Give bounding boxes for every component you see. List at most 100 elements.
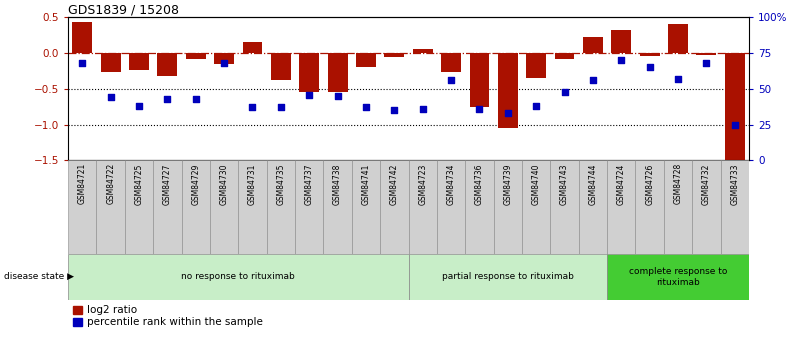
Text: GSM84738: GSM84738 bbox=[333, 163, 342, 205]
Text: GSM84727: GSM84727 bbox=[163, 163, 172, 205]
Point bbox=[728, 122, 741, 127]
Text: partial response to rituximab: partial response to rituximab bbox=[442, 272, 574, 282]
Point bbox=[275, 105, 288, 110]
Bar bbox=[725, 53, 745, 160]
Bar bbox=[300, 53, 319, 92]
Bar bbox=[550, 160, 578, 254]
Point bbox=[189, 96, 202, 102]
Bar bbox=[526, 53, 546, 78]
Text: GSM84721: GSM84721 bbox=[78, 163, 87, 205]
Bar bbox=[409, 160, 437, 254]
Bar bbox=[182, 160, 210, 254]
Bar bbox=[210, 160, 239, 254]
Point bbox=[246, 105, 259, 110]
Text: GSM84743: GSM84743 bbox=[560, 163, 569, 205]
Text: GSM84728: GSM84728 bbox=[674, 163, 682, 205]
Text: GSM84732: GSM84732 bbox=[702, 163, 710, 205]
Point bbox=[417, 106, 429, 112]
Bar bbox=[153, 160, 182, 254]
Text: disease state ▶: disease state ▶ bbox=[4, 272, 74, 282]
Text: GSM84744: GSM84744 bbox=[589, 163, 598, 205]
Point bbox=[161, 96, 174, 102]
Bar bbox=[692, 160, 721, 254]
Bar bbox=[68, 254, 409, 300]
Bar bbox=[380, 160, 409, 254]
Point bbox=[558, 89, 571, 95]
Bar bbox=[578, 160, 607, 254]
Bar bbox=[611, 30, 631, 53]
Bar bbox=[409, 254, 607, 300]
Bar bbox=[493, 160, 522, 254]
Text: GSM84729: GSM84729 bbox=[191, 163, 200, 205]
Text: no response to rituximab: no response to rituximab bbox=[181, 272, 296, 282]
Point bbox=[331, 93, 344, 99]
Text: GSM84726: GSM84726 bbox=[645, 163, 654, 205]
Point bbox=[529, 103, 542, 109]
Bar bbox=[384, 53, 405, 57]
Bar bbox=[356, 53, 376, 67]
Bar bbox=[696, 53, 716, 55]
Text: GSM84734: GSM84734 bbox=[447, 163, 456, 205]
Bar bbox=[465, 160, 493, 254]
Bar bbox=[125, 160, 153, 254]
Bar bbox=[295, 160, 324, 254]
Bar bbox=[267, 160, 295, 254]
Text: GSM84731: GSM84731 bbox=[248, 163, 257, 205]
Text: GSM84740: GSM84740 bbox=[532, 163, 541, 205]
Bar bbox=[607, 160, 635, 254]
Bar bbox=[522, 160, 550, 254]
Point bbox=[388, 108, 400, 113]
Point bbox=[586, 78, 599, 83]
Text: GSM84722: GSM84722 bbox=[107, 163, 115, 205]
Bar bbox=[413, 49, 433, 53]
Point bbox=[615, 57, 628, 63]
Point bbox=[501, 110, 514, 116]
Text: GSM84742: GSM84742 bbox=[390, 163, 399, 205]
Point bbox=[671, 76, 684, 81]
Bar bbox=[721, 160, 749, 254]
Bar bbox=[72, 21, 92, 53]
Point bbox=[104, 95, 117, 100]
Text: GSM84723: GSM84723 bbox=[418, 163, 427, 205]
Bar bbox=[664, 160, 692, 254]
Text: GSM84725: GSM84725 bbox=[135, 163, 143, 205]
Text: GDS1839 / 15208: GDS1839 / 15208 bbox=[68, 3, 179, 16]
Bar bbox=[437, 160, 465, 254]
Point bbox=[700, 60, 713, 66]
Text: GSM84737: GSM84737 bbox=[304, 163, 314, 205]
Bar bbox=[554, 53, 574, 59]
Text: GSM84735: GSM84735 bbox=[276, 163, 285, 205]
Point bbox=[218, 60, 231, 66]
Bar bbox=[101, 53, 121, 72]
Bar bbox=[324, 160, 352, 254]
Bar bbox=[668, 24, 688, 53]
Bar bbox=[640, 53, 659, 56]
Bar bbox=[441, 53, 461, 72]
Point bbox=[303, 92, 316, 97]
Bar bbox=[271, 53, 291, 80]
Bar bbox=[583, 37, 603, 53]
Text: GSM84724: GSM84724 bbox=[617, 163, 626, 205]
Bar bbox=[635, 160, 664, 254]
Text: GSM84730: GSM84730 bbox=[219, 163, 228, 205]
Bar bbox=[214, 53, 234, 65]
Bar bbox=[186, 53, 206, 59]
Point bbox=[473, 106, 486, 112]
Bar bbox=[129, 53, 149, 70]
Bar bbox=[498, 53, 517, 128]
Bar bbox=[239, 160, 267, 254]
Text: GSM84741: GSM84741 bbox=[361, 163, 370, 205]
Bar bbox=[607, 254, 749, 300]
Legend: log2 ratio, percentile rank within the sample: log2 ratio, percentile rank within the s… bbox=[74, 305, 263, 327]
Bar bbox=[352, 160, 380, 254]
Bar bbox=[328, 53, 348, 92]
Bar bbox=[96, 160, 125, 254]
Text: GSM84736: GSM84736 bbox=[475, 163, 484, 205]
Point bbox=[643, 65, 656, 70]
Point bbox=[76, 60, 89, 66]
Bar bbox=[158, 53, 177, 76]
Point bbox=[360, 105, 372, 110]
Text: GSM84739: GSM84739 bbox=[503, 163, 513, 205]
Point bbox=[445, 78, 457, 83]
Text: complete response to
rituximab: complete response to rituximab bbox=[629, 267, 727, 287]
